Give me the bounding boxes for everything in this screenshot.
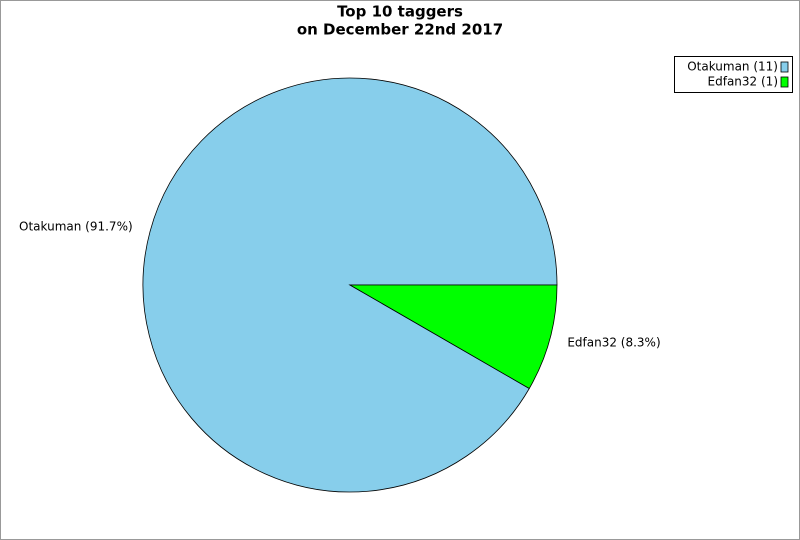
legend-swatch xyxy=(780,76,789,88)
slice-label: Edfan32 (8.3%) xyxy=(567,336,660,350)
pie-slice xyxy=(142,77,558,493)
slice-label: Otakuman (91.7%) xyxy=(19,219,133,233)
pie-slice xyxy=(348,284,558,390)
legend-swatch xyxy=(780,61,789,73)
chart-subtitle: on December 22nd 2017 xyxy=(297,21,503,39)
legend-label: Edfan32 (1) xyxy=(708,75,778,89)
legend-label: Otakuman (11) xyxy=(687,60,778,74)
chart-title: Top 10 taggers xyxy=(337,3,463,21)
legend-box xyxy=(674,56,793,93)
